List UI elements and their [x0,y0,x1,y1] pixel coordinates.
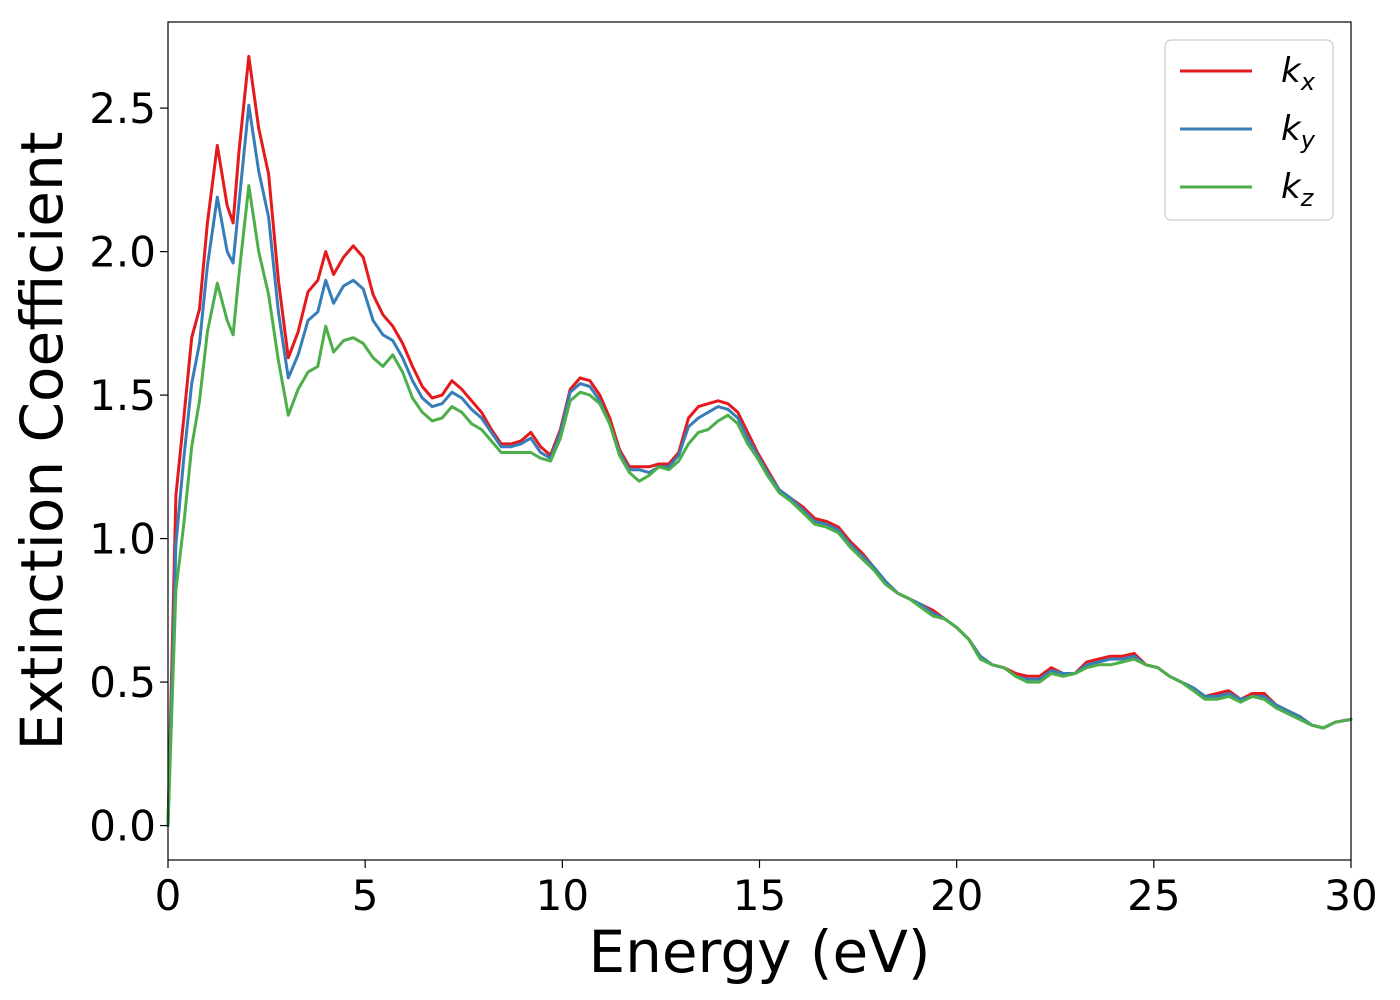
legend-label-base: k [1281,109,1302,149]
x-tick-label: 15 [733,871,786,920]
y-axis: 0.0 0.5 1.0 1.5 2.0 2.5 [89,84,168,851]
series-line-ky [166,103,1353,828]
legend-label-base: k [1281,167,1302,207]
y-tick-label: 2.0 [89,228,156,277]
legend-label-subscript: x [1300,68,1316,96]
x-tick-label: 25 [1127,871,1180,920]
y-tick-label: 0.0 [89,802,156,851]
legend-label-base: k [1281,51,1302,91]
x-tick-label: 0 [155,871,182,920]
x-tick-label: 30 [1324,871,1377,920]
x-tick-label: 10 [536,871,589,920]
x-axis: 0 5 10 15 20 25 30 [155,860,1378,920]
series-line-kz [166,184,1353,828]
x-axis-title: Energy (eV) [588,918,930,986]
legend-label-kz: kz [1281,167,1315,212]
x-tick-label: 20 [930,871,983,920]
y-tick-label: 1.0 [89,515,156,564]
y-tick-label: 1.5 [89,371,156,420]
series-layer [166,54,1353,828]
legend-label-subscript: z [1300,184,1315,212]
x-tick-label: 5 [352,871,379,920]
y-axis-title: Extinction Coefficient [8,132,76,751]
legend-label-kx: kx [1281,51,1316,96]
legend-label-subscript: y [1300,126,1316,154]
series-line-kx [166,54,1353,828]
y-tick-label: 0.5 [89,658,156,707]
legend-label-ky: ky [1281,109,1316,154]
y-tick-label: 2.5 [89,84,156,133]
